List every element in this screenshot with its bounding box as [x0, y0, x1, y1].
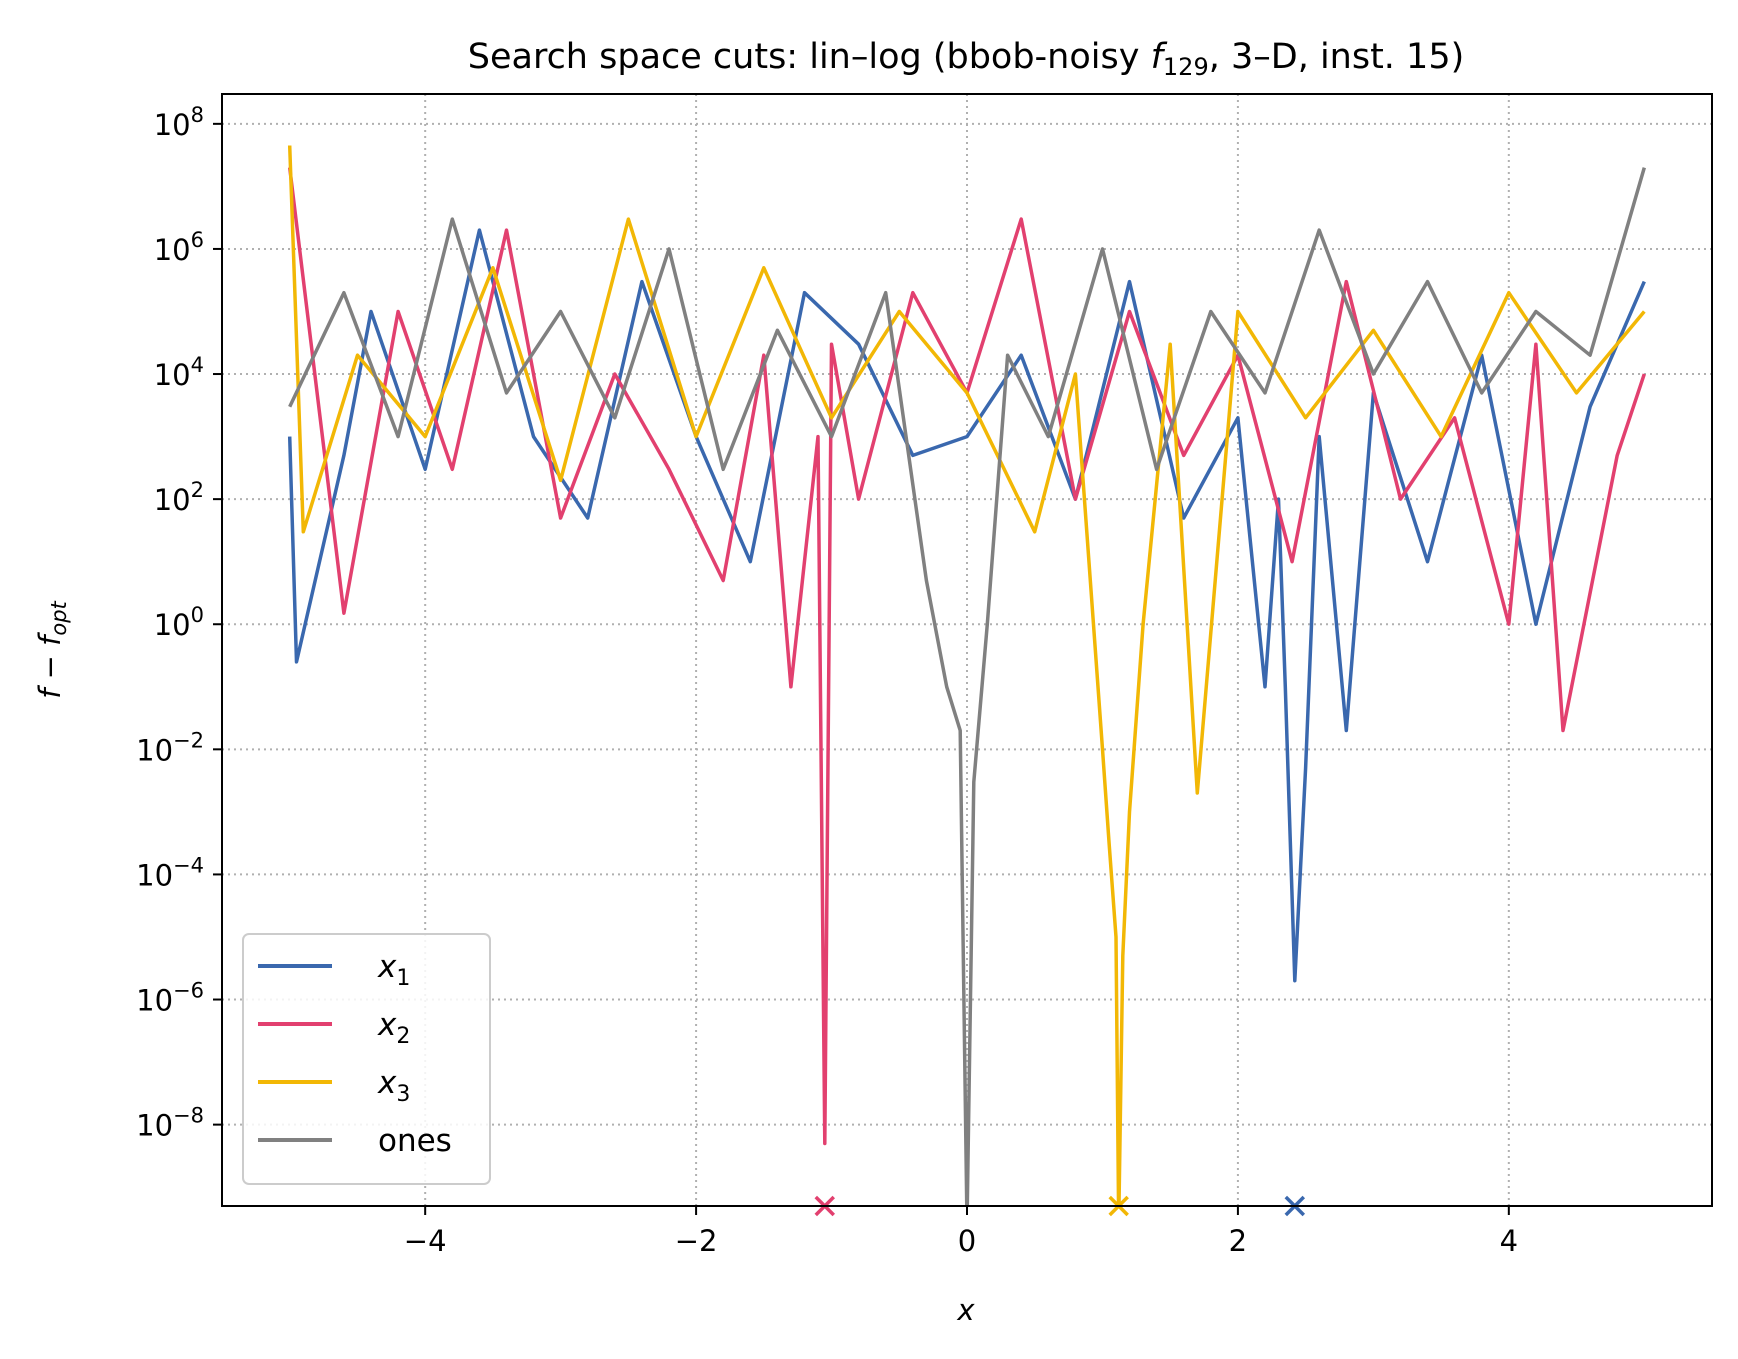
- y-tick-label: 102: [154, 478, 204, 517]
- series-line-ones: [288, 167, 1646, 1206]
- ylabel-sub: opt: [47, 600, 71, 635]
- chart-title: Search space cuts: lin–log (bbob-noisy f…: [468, 37, 1465, 81]
- series-line-x3: [287, 145, 1646, 1206]
- x-axis: −4 −2 0 2 4: [404, 1206, 1518, 1258]
- legend-label: x2: [377, 1007, 410, 1049]
- y-tick-label: 10−8: [136, 1104, 204, 1143]
- series-layer: [287, 145, 1646, 1206]
- legend-label: x3: [377, 1065, 410, 1107]
- x-tick-label: −2: [675, 1224, 718, 1258]
- legend-box: [242, 933, 491, 1185]
- x-tick-label: 2: [1229, 1224, 1247, 1258]
- x-tick-label: 4: [1500, 1224, 1518, 1258]
- y-tick-label: 106: [154, 228, 204, 267]
- series-line-x2: [287, 167, 1646, 1146]
- legend-entry-x1: x1: [258, 949, 410, 991]
- x-tick-label: 0: [958, 1224, 976, 1258]
- y-tick-label: 10−4: [136, 853, 204, 892]
- y-tick-label: 100: [154, 603, 204, 642]
- y-tick-label: 10−6: [136, 979, 204, 1018]
- legend-entry-x3: x3: [258, 1065, 410, 1107]
- legend-entry-ones: ones: [258, 1123, 452, 1159]
- title-text-before: Search space cuts: lin–log (bbob-noisy: [468, 37, 1151, 77]
- x-axis-label: x: [956, 1293, 975, 1327]
- legend-entry-x2: x2: [258, 1007, 410, 1049]
- legend-label: x1: [377, 949, 410, 991]
- x-tick-label: −4: [404, 1224, 447, 1258]
- y-tick-label: 10−2: [136, 728, 204, 767]
- y-tick-label: 108: [154, 103, 204, 142]
- title-func-sub: 129: [1163, 53, 1209, 81]
- legend: x1 x2 x3 ones: [242, 933, 491, 1185]
- legend-label: ones: [378, 1123, 452, 1159]
- title-text-after: , 3–D, inst. 15): [1209, 37, 1465, 77]
- ylabel-minus: −: [33, 646, 67, 689]
- y-tick-label: 104: [154, 353, 204, 392]
- y-axis: 10−8 10−6 10−4 10−2 100 102 104 106 108: [136, 103, 222, 1143]
